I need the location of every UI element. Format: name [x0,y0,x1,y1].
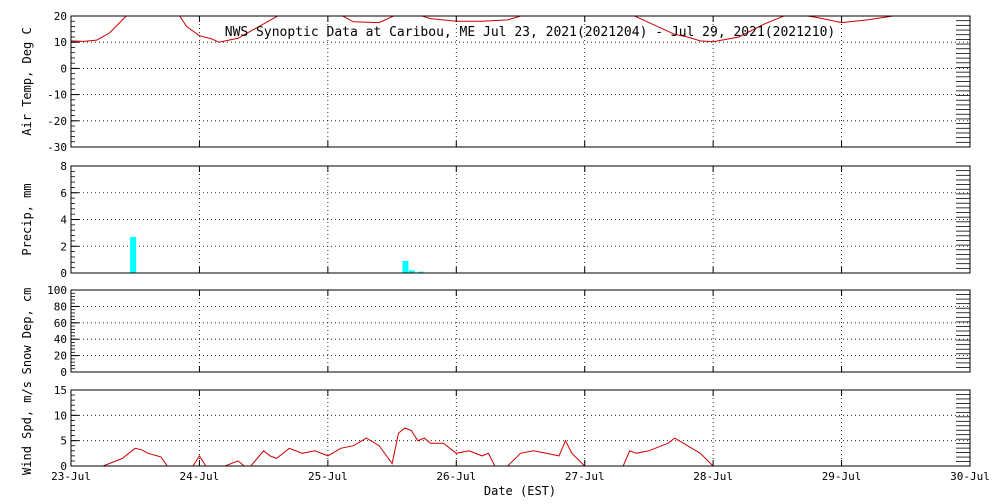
y-tick-label: 0 [60,267,67,280]
precip-bar [130,236,137,273]
y-tick-label: 0 [60,460,67,473]
y-tick-label: 20 [54,10,67,23]
x-tick-label: 30-Jul [950,470,990,483]
y-tick-label: 100 [47,284,67,297]
series-line [71,16,896,43]
x-tick-label: 29-Jul [822,470,862,483]
panel-1-data [130,236,424,273]
panel-3: 15 10 5 0 Wind Spd, m/s [20,381,971,475]
y-tick-label: 0 [60,62,67,75]
y-tick-label: 80 [54,300,67,313]
y-tick-label: 5 [60,435,67,448]
y-tick-label: 40 [54,333,67,346]
y-tick-label: 8 [60,160,67,173]
series-line [71,427,714,466]
y-tick-label: 0 [60,366,67,379]
y-axis-title: Air Temp, Deg C [20,27,34,135]
y-tick-label: 15 [54,384,67,397]
y-tick-label: 10 [54,409,67,422]
chart-title: NWS Synoptic Data at Caribou, ME Jul 23,… [225,25,835,40]
x-tick-label: 24-Jul [180,470,220,483]
x-tick-label: 26-Jul [436,470,476,483]
precip-bar [408,270,415,273]
x-tick-label: 27-Jul [565,470,605,483]
y-tick-label: -10 [47,89,67,102]
y-tick-label: 60 [54,317,67,330]
panel-2: 100 80 60 40 20 0 Snow Dep, cm [20,284,971,379]
x-axis-label: Date (EST) [484,484,556,498]
panel-frame [70,289,971,373]
y-tick-label: -20 [47,115,67,128]
y-axis-title: Precip, mm [20,183,34,255]
panel-frame [70,389,971,467]
x-tick-label: 25-Jul [308,470,348,483]
x-tick-label: 28-Jul [693,470,733,483]
y-tick-label: 4 [60,214,67,227]
precip-bar [417,271,424,273]
precip-bar [402,260,409,273]
y-tick-label: 10 [54,36,67,49]
y-tick-label: -30 [47,141,67,154]
y-tick-label: 6 [60,187,67,200]
panel-1: 8 6 4 2 0 Precip, mm [20,160,971,280]
y-axis-title: Wind Spd, m/s [20,381,34,475]
panel-3-data [71,427,714,466]
y-tick-label: 20 [54,350,67,363]
y-axis-title: Snow Dep, cm [20,288,34,375]
panel-0: 20 10 0 -10 -20 -30 Air Temp, Deg C [20,10,971,154]
x-tick-label: 23-Jul [51,470,91,483]
y-tick-label: 2 [60,240,67,253]
